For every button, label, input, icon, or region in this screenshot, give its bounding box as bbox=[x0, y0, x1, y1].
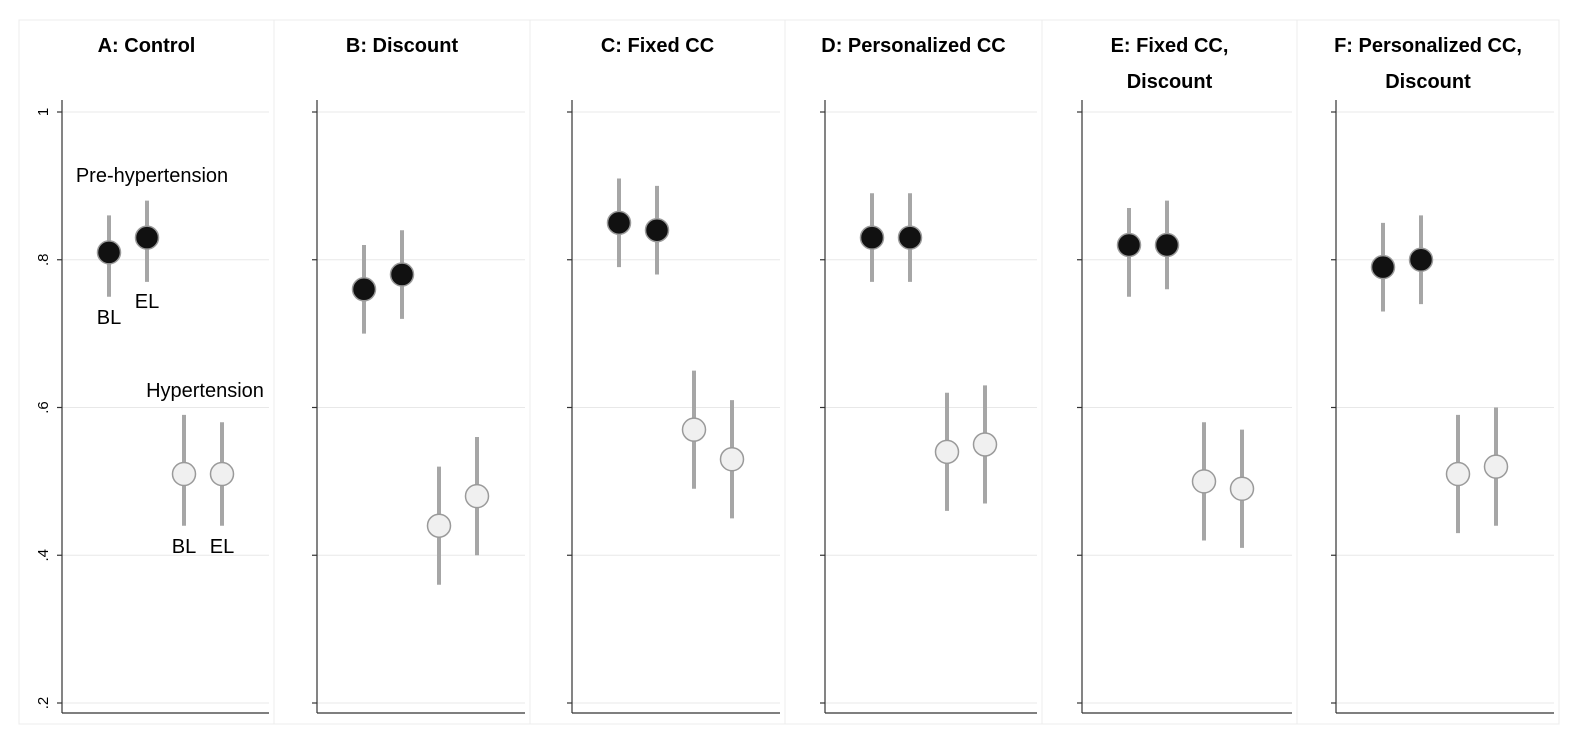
panel-frame bbox=[1041, 19, 1298, 725]
pre-hypertension-point-bl bbox=[351, 277, 377, 302]
pre-hypertension-point-el bbox=[897, 225, 923, 250]
pre-hypertension-point-el bbox=[1408, 247, 1434, 272]
pre-hypertension-point-el bbox=[1154, 232, 1180, 258]
hypertension-point-bl bbox=[934, 439, 960, 465]
y-tick-label: 1 bbox=[35, 108, 52, 116]
panel-title: Discount bbox=[1385, 71, 1471, 93]
label-bl-hyp: BL bbox=[172, 536, 196, 558]
label-hypertension: Hypertension bbox=[146, 380, 264, 402]
y-tick-label: .8 bbox=[35, 253, 52, 266]
hypertension-point-el bbox=[1483, 454, 1509, 479]
hypertension-point-bl bbox=[171, 461, 197, 487]
panel-frame bbox=[784, 19, 1043, 725]
pre-hypertension-point-el bbox=[644, 217, 670, 243]
pre-hypertension-point-bl bbox=[859, 225, 885, 250]
hypertension-point-el bbox=[464, 483, 490, 509]
hypertension-point-bl bbox=[681, 417, 707, 442]
panel-title: D: Personalized CC bbox=[821, 35, 1005, 57]
hypertension-point-bl bbox=[1445, 461, 1471, 487]
panel-frame bbox=[18, 19, 275, 725]
y-tick-label: .6 bbox=[35, 401, 52, 414]
hypertension-point-el bbox=[1229, 476, 1255, 502]
pre-hypertension-point-el bbox=[134, 225, 160, 250]
hypertension-point-bl bbox=[1191, 469, 1217, 494]
panel-title: Discount bbox=[1127, 71, 1213, 93]
panel-title: F: Personalized CC, bbox=[1334, 35, 1522, 57]
panel-frame bbox=[273, 19, 531, 725]
panel-title: B: Discount bbox=[346, 35, 459, 57]
label-bl-pre: BL bbox=[97, 307, 121, 329]
pre-hypertension-point-bl bbox=[606, 210, 632, 236]
pre-hypertension-point-bl bbox=[96, 240, 122, 265]
panel-d: D: Personalized CC bbox=[820, 35, 1037, 714]
panel-f: F: Personalized CC, Discount bbox=[1331, 35, 1554, 714]
panel-c: C: Fixed CC bbox=[567, 35, 780, 714]
hypertension-point-bl bbox=[426, 513, 452, 538]
pre-hypertension-point-bl bbox=[1116, 232, 1142, 258]
panel-b: B: Discount bbox=[312, 35, 525, 714]
panel-frame bbox=[1296, 19, 1560, 725]
hypertension-point-el bbox=[209, 461, 235, 487]
panel-e: E: Fixed CC, Discount bbox=[1077, 35, 1292, 714]
pre-hypertension-point-bl bbox=[1370, 254, 1396, 280]
y-tick-label: .4 bbox=[35, 549, 52, 562]
hypertension-point-el bbox=[972, 432, 998, 457]
panel-a: 1 .8 .6 .4 .2 A: Control Pre-hypertension Hyper… bbox=[35, 35, 269, 714]
label-el-pre: EL bbox=[135, 291, 159, 313]
panel-title: A: Control bbox=[98, 35, 196, 57]
label-pre-hypertension: Pre-hypertension bbox=[76, 165, 228, 187]
panel-title: E: Fixed CC, bbox=[1111, 35, 1229, 57]
label-el-hyp: EL bbox=[210, 536, 234, 558]
panel-title: C: Fixed CC bbox=[601, 35, 714, 57]
hypertension-point-el bbox=[719, 446, 745, 472]
panel-frame bbox=[529, 19, 786, 725]
pre-hypertension-point-el bbox=[389, 262, 415, 287]
y-tick-label: .2 bbox=[35, 697, 52, 710]
